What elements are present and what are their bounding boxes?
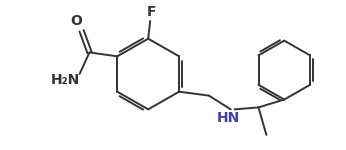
Text: HN: HN xyxy=(217,111,240,125)
Text: F: F xyxy=(146,5,156,19)
Text: H₂N: H₂N xyxy=(51,73,80,87)
Text: O: O xyxy=(71,14,83,28)
